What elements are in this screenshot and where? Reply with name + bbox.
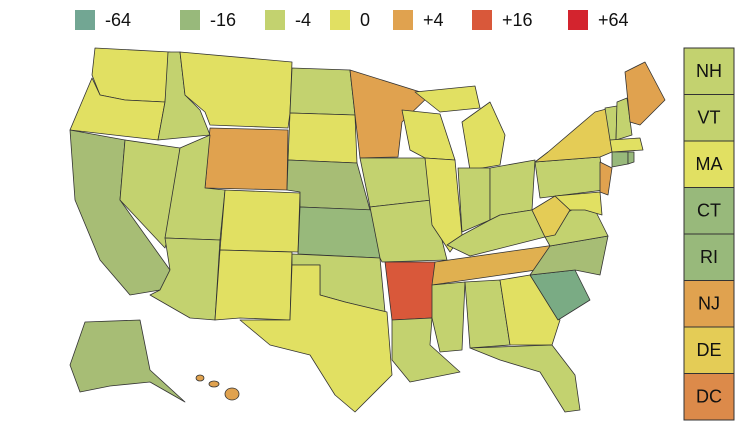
state [414,85,481,113]
state-box [683,187,735,235]
state [69,319,186,403]
state [219,189,301,253]
state-label: DE [696,340,721,360]
state [149,237,221,321]
state [627,151,635,165]
legend-swatch [472,10,492,30]
legend-swatch [393,10,413,30]
state [204,127,289,191]
state [239,264,393,413]
legend-swatch [180,10,200,30]
state-label: NJ [698,294,720,314]
state-label: DC [696,387,722,407]
state-box [683,326,735,374]
us-map [69,47,666,413]
state-box [683,373,735,421]
legend-swatch [330,10,350,30]
state [461,101,506,171]
state-label: CT [697,201,721,221]
state [615,97,633,141]
state [531,195,571,238]
state [91,47,171,103]
state-label: NH [696,61,722,81]
legend-label: -16 [210,10,236,30]
state [611,151,629,168]
state [431,281,466,353]
state [287,112,358,164]
legend-label: +4 [423,10,444,30]
state [297,206,381,259]
sidebar: NH VT MA CT RI NJ DE DC [683,47,735,421]
state [534,107,613,163]
legend-swatch [75,10,95,30]
state [469,344,581,413]
state [289,67,356,116]
state [534,156,605,199]
state [624,61,666,126]
state-box [683,140,735,188]
legend-label: +64 [598,10,629,30]
legend: -64 -16 -4 0 +4 +16 +64 [75,10,629,30]
legend-swatch [265,10,285,30]
state [214,249,293,321]
state [369,199,448,263]
state-label: RI [700,247,718,267]
legend-label: 0 [360,10,370,30]
state-label: VT [697,108,720,128]
state [195,374,205,382]
legend-label: -64 [105,10,131,30]
state [224,387,240,401]
legend-swatch [568,10,588,30]
state [554,191,603,216]
state [359,157,433,208]
state [609,137,644,153]
state-label: MA [696,154,723,174]
legend-label: -4 [295,10,311,30]
state [208,380,220,388]
state [446,209,546,257]
state [401,109,456,161]
legend-label: +16 [502,10,533,30]
state [599,161,613,196]
state [499,274,561,346]
